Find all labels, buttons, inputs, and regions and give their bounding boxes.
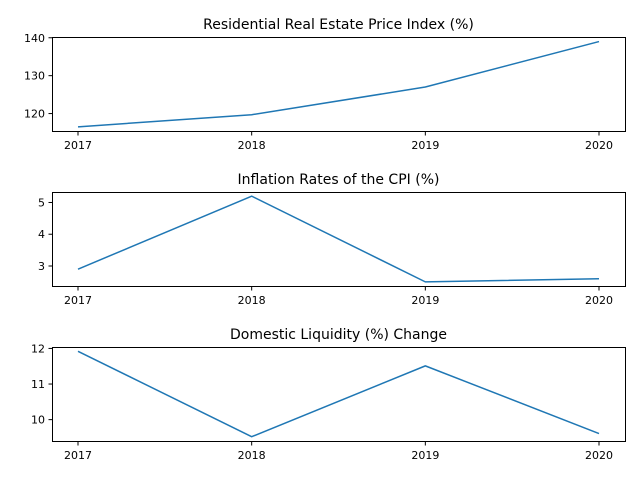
- subplot-2-ytick-label-4: 4: [38, 228, 45, 241]
- subplot-2-title: Inflation Rates of the CPI (%): [238, 172, 440, 188]
- subplot-1-frame: [52, 37, 626, 132]
- subplot-3-frame: [52, 347, 626, 442]
- subplot-2-series-line: [77, 195, 600, 283]
- subplot-1: Residential Real Estate Price Index (%) 2…: [24, 17, 626, 152]
- subplot-2-ytick-label-5: 5: [38, 196, 45, 209]
- subplot-2: Inflation Rates of the CPI (%) 2017 2018 20…: [38, 172, 626, 307]
- subplot-3-xtick-label-2020: 2020: [585, 449, 613, 462]
- subplot-1-ytick-label-140: 140: [24, 32, 45, 45]
- subplot-3-ytick-label-11: 11: [31, 378, 45, 391]
- subplot-2-xtick-label-2020: 2020: [585, 294, 613, 307]
- subplot-3-xtick-label-2017: 2017: [64, 449, 92, 462]
- subplot-1-xtick-label-2017: 2017: [64, 139, 92, 152]
- subplot-3-xtick-label-2018: 2018: [238, 449, 266, 462]
- subplot-1-xtick-label-2018: 2018: [238, 139, 266, 152]
- subplot-3-title: Domestic Liquidity (%) Change: [230, 327, 447, 343]
- subplot-2-ytick-label-3: 3: [38, 260, 45, 273]
- subplot-2-xtick-label-2018: 2018: [238, 294, 266, 307]
- subplot-1-xtick-label-2019: 2019: [411, 139, 439, 152]
- subplot-3-ytick-label-10: 10: [31, 414, 45, 427]
- subplot-3: Domestic Liquidity (%) Change 2017 2018 201…: [31, 327, 626, 462]
- subplot-3-series-line: [77, 350, 600, 438]
- subplot-1-title: Residential Real Estate Price Index (%): [203, 17, 474, 33]
- subplot-3-xtick-label-2019: 2019: [411, 449, 439, 462]
- subplot-2-xtick-label-2019: 2019: [411, 294, 439, 307]
- subplot-3-ytick-label-12: 12: [31, 342, 45, 355]
- subplot-2-xtick-label-2017: 2017: [64, 294, 92, 307]
- subplot-1-xtick-label-2020: 2020: [585, 139, 613, 152]
- subplot-1-series-line: [77, 40, 600, 128]
- subplot-2-frame: [52, 192, 626, 287]
- subplot-1-ytick-label-130: 130: [24, 70, 45, 83]
- subplot-1-ytick-label-120: 120: [24, 108, 45, 121]
